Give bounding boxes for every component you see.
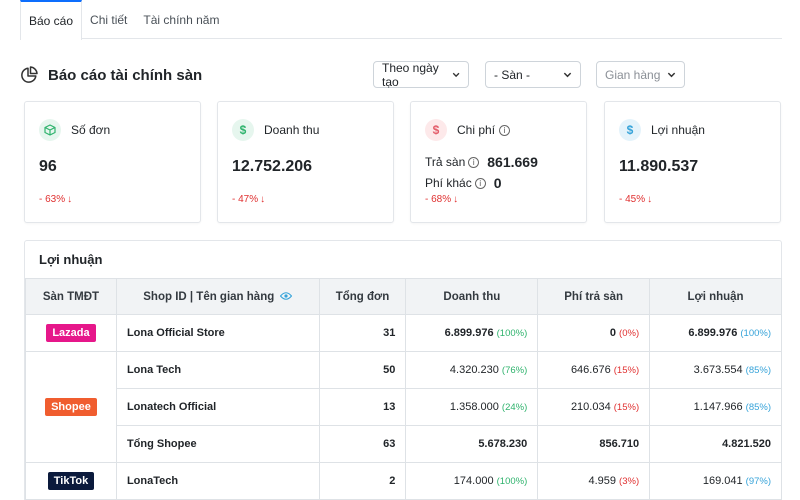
box-icon (39, 119, 61, 141)
tiktok-logo: TikTok (47, 472, 95, 490)
arrow-down-icon: ↓ (453, 194, 459, 205)
orders-cell: 2 (318, 462, 407, 500)
date-mode-value: Theo ngày tạo (382, 60, 439, 89)
card-header: $ Chi phí i (425, 119, 511, 141)
tab-annual-finance[interactable]: Tài chính năm (143, 12, 220, 27)
other-fee-label: Phí khác (425, 176, 472, 190)
fee-cell: 0 (0%) (537, 314, 651, 352)
revenue-cell: 5.678.230 (405, 425, 539, 463)
platform-fee-label: Trả sàn (425, 155, 466, 169)
chevron-down-icon (667, 72, 676, 78)
chevron-down-icon (452, 72, 460, 78)
pie-chart-icon (21, 66, 38, 83)
card-header: Số đơn (39, 119, 110, 141)
profit-cell: 4.821.520 (649, 425, 782, 463)
page-title: Báo cáo tài chính sàn (48, 66, 203, 84)
table-row: TikTok LonaTech 2 174.000 (100%) 4.959 (… (25, 462, 782, 500)
revenue-cell: 4.320.230 (76%) (405, 351, 539, 389)
shop-cell: Tổng Shopee (115, 425, 320, 463)
shop-placeholder: Gian hàng (605, 67, 661, 82)
tab-details[interactable]: Chi tiết (90, 12, 128, 27)
date-mode-select[interactable]: Theo ngày tạo (373, 60, 469, 89)
shop-cell: Lonatech Official (115, 388, 320, 426)
fee-cell: 646.676 (15%) (537, 351, 651, 389)
table-row-total: Tổng Shopee 63 5.678.230 856.710 4.821.5… (26, 425, 782, 463)
shop-cell: Lona Official Store (115, 314, 320, 352)
orders-cell: 63 (318, 425, 407, 463)
revenue-value: 12.752.206 (232, 158, 313, 175)
orders-cell: 50 (318, 351, 407, 389)
profit-delta: - 45% ↓ (619, 194, 653, 205)
platform-fee-value: 861.669 (487, 154, 538, 170)
col-profit: Lợi nhuận (649, 278, 782, 315)
profit-cell: 6.899.976 (100%) (649, 314, 782, 352)
arrow-down-icon: ↓ (647, 194, 653, 205)
profit-table: Sàn TMĐT Shop ID | Tên gian hàng Tổng đơ… (25, 278, 782, 500)
revenue-card: $ Doanh thu 12.752.206 - 47% ↓ (217, 101, 394, 223)
card-header: $ Lợi nhuận (619, 119, 705, 141)
revenue-delta: - 47% ↓ (232, 194, 266, 205)
orders-card: Số đơn 96 - 63% ↓ (24, 101, 201, 223)
col-orders: Tổng đơn (318, 278, 407, 315)
col-revenue: Doanh thu (405, 278, 539, 315)
tab-bar: Báo cáo Chi tiết Tài chính năm (20, 0, 782, 40)
card-header: $ Doanh thu (232, 119, 319, 141)
profit-cell: 169.041 (97%) (649, 462, 782, 500)
fee-cell: 210.034 (15%) (537, 388, 651, 426)
fee-cell: 856.710 (537, 425, 651, 463)
lazada-logo: Lazada (46, 324, 96, 342)
card-label: Doanh thu (264, 123, 320, 137)
arrow-down-icon: ↓ (67, 194, 73, 205)
orders-cell: 31 (318, 314, 407, 352)
platform-cell: TikTok (25, 462, 117, 500)
profit-value: 11.890.537 (619, 158, 699, 175)
card-label: Chi phí (457, 123, 496, 137)
col-fee: Phí trả sàn (537, 278, 651, 315)
platform-cell: Lazada (25, 314, 117, 352)
table-header-row: Sàn TMĐT Shop ID | Tên gian hàng Tổng đơ… (25, 278, 782, 315)
arrow-down-icon: ↓ (260, 194, 266, 205)
card-label: Lợi nhuận (651, 123, 705, 137)
profit-cell: 3.673.554 (85%) (649, 351, 782, 389)
shop-cell: Lona Tech (115, 351, 320, 389)
orders-cell: 13 (318, 388, 407, 426)
chevron-down-icon (563, 72, 572, 78)
panel-title: Lợi nhuận (39, 252, 103, 267)
orders-value: 96 (39, 158, 57, 175)
table-row: Lonatech Official 13 1.358.000 (24%) 210… (26, 388, 782, 426)
platform-value: - Sàn - (494, 67, 531, 82)
shop-select[interactable]: Gian hàng (596, 61, 685, 88)
revenue-cell: 1.358.000 (24%) (405, 388, 539, 426)
cost-card: $ Chi phí i Trả sàn i 861.669 Phí khác i… (410, 101, 587, 223)
revenue-cell: 6.899.976 (100%) (405, 314, 539, 352)
revenue-cell: 174.000 (100%) (405, 462, 539, 500)
platform-fee-row: Trả sàn i 861.669 (425, 154, 538, 170)
col-platform: Sàn TMĐT (25, 278, 117, 315)
other-fee-row: Phí khác i 0 (425, 175, 502, 191)
col-shop: Shop ID | Tên gian hàng (115, 278, 320, 315)
orders-delta: - 63% ↓ (39, 194, 73, 205)
page-header: Báo cáo tài chính sàn (20, 62, 202, 88)
shopee-logo: Shopee (45, 398, 97, 416)
profit-card: $ Lợi nhuận 11.890.537 - 45% ↓ (604, 101, 781, 223)
other-fee-value: 0 (493, 175, 502, 191)
info-icon[interactable]: i (474, 177, 486, 189)
dollar-icon: $ (425, 119, 447, 141)
info-icon[interactable]: i (468, 156, 480, 168)
info-icon[interactable]: i (499, 124, 511, 136)
shop-cell: LonaTech (115, 462, 320, 500)
card-label: Số đơn (71, 123, 111, 137)
dollar-icon: $ (232, 119, 254, 141)
dollar-icon: $ (619, 119, 641, 141)
platform-select[interactable]: - Sàn - (485, 61, 581, 88)
fee-cell: 4.959 (3%) (537, 462, 651, 500)
platform-cell: Shopee (25, 351, 117, 463)
table-row: Lazada Lona Official Store 31 6.899.976 … (25, 314, 782, 352)
profit-cell: 1.147.966 (85%) (649, 388, 782, 426)
eye-icon[interactable] (280, 292, 293, 301)
cost-delta: - 68% ↓ (425, 194, 459, 205)
profit-panel: Lợi nhuận Sàn TMĐT Shop ID | Tên gian hà… (24, 240, 782, 500)
table-row: Shopee Lona Tech 50 4.320.230 (76%) 646.… (25, 351, 782, 463)
tab-report[interactable]: Báo cáo (20, 0, 83, 40)
